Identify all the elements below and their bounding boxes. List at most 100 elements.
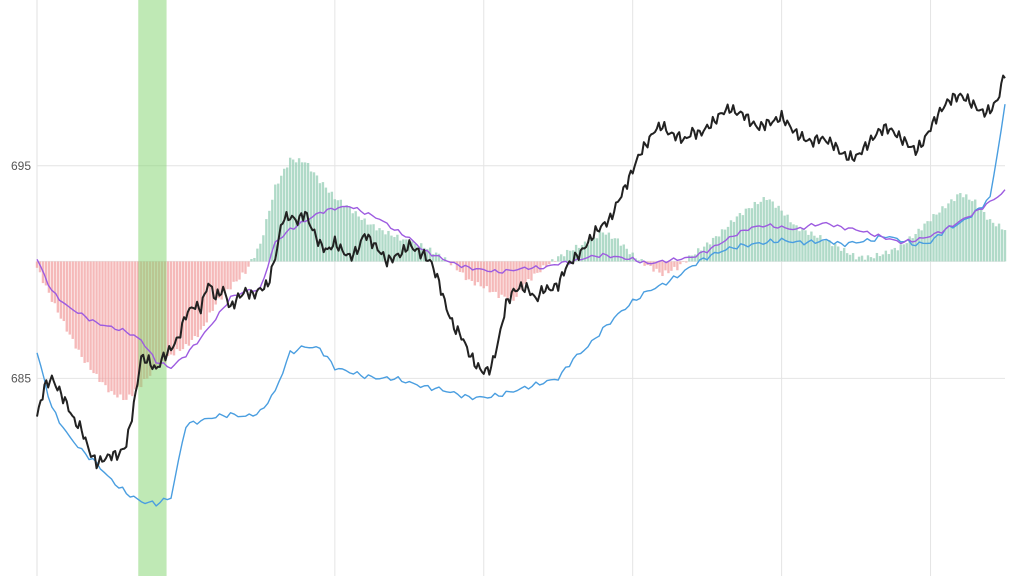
histogram-bar — [440, 259, 444, 262]
histogram-bar — [315, 175, 319, 262]
histogram-bar — [38, 261, 42, 273]
histogram-bar — [464, 261, 468, 281]
histogram-bar — [128, 261, 131, 395]
histogram-bar — [616, 238, 619, 262]
histogram-bar — [908, 236, 911, 262]
histogram-bar — [682, 261, 685, 262]
histogram-bar — [324, 187, 328, 262]
histogram-bar — [50, 261, 54, 302]
histogram-bar — [604, 234, 608, 262]
histogram-bar — [845, 253, 849, 262]
histogram-bar — [125, 261, 128, 400]
histogram-bar — [223, 261, 226, 293]
histogram-bar — [384, 234, 387, 262]
histogram-bar — [277, 183, 280, 262]
histogram-bar — [956, 194, 959, 262]
histogram-bar — [810, 231, 813, 262]
histogram-bar — [655, 261, 658, 269]
histogram-bar — [348, 207, 351, 262]
histogram-bar — [914, 234, 917, 262]
histogram-bar — [312, 172, 316, 262]
histogram-bar — [598, 231, 602, 262]
histogram-bar — [700, 250, 703, 262]
histogram-bar — [982, 211, 986, 262]
histogram-bar — [863, 259, 867, 262]
histogram-bar — [449, 261, 453, 266]
histogram-bar — [190, 261, 194, 340]
histogram-bar — [968, 199, 971, 262]
histogram-bars — [35, 157, 1007, 401]
histogram-bar — [586, 244, 590, 262]
histogram-bar — [911, 238, 914, 262]
histogram-bar — [434, 252, 438, 262]
histogram-bar — [923, 223, 926, 262]
histogram-bar — [753, 201, 756, 262]
histogram-bar — [974, 199, 977, 262]
histogram-bar — [306, 162, 310, 262]
histogram-bar — [297, 158, 301, 262]
histogram-bar — [950, 199, 953, 262]
histogram-bar — [214, 261, 217, 305]
histogram-bar — [860, 255, 864, 262]
histogram-bar — [637, 260, 640, 262]
histogram-bar — [300, 162, 304, 262]
histogram-bar — [390, 235, 393, 262]
histogram-bar — [184, 261, 188, 345]
histogram-bar — [717, 236, 721, 262]
histogram-bar — [393, 237, 396, 262]
histogram-bar — [77, 261, 80, 350]
histogram-bar — [235, 261, 238, 282]
histogram-bar — [250, 259, 253, 262]
histogram-bar — [735, 216, 739, 262]
histogram-bar — [134, 261, 137, 390]
histogram-bar — [104, 261, 107, 386]
histogram-bar — [723, 229, 727, 262]
y-tick-label: 685 — [11, 371, 31, 385]
histogram-bar — [542, 261, 545, 266]
histogram-bar — [86, 261, 89, 363]
histogram-bar — [571, 250, 575, 262]
histogram-bar — [1000, 229, 1004, 262]
histogram-bar — [589, 238, 593, 262]
histogram-bar — [601, 232, 605, 262]
histogram-bar — [265, 219, 268, 262]
histogram-bar — [232, 261, 235, 282]
histogram-bar — [482, 261, 485, 289]
histogram-bar — [420, 243, 423, 262]
histogram-bar — [187, 261, 191, 346]
histogram-bar — [351, 213, 354, 262]
histogram-bar — [59, 261, 63, 319]
highlight-band — [138, 0, 167, 576]
histogram-bar — [554, 261, 557, 262]
histogram-bar — [628, 254, 631, 262]
histogram-bar — [545, 261, 548, 268]
histogram-bar — [196, 261, 200, 338]
histogram-bar — [488, 261, 491, 293]
histogram-bar — [500, 261, 503, 295]
price-line — [36, 74, 1006, 470]
histogram-bar — [101, 261, 104, 383]
histogram-bar — [491, 261, 494, 292]
histogram-bar — [122, 261, 125, 401]
histogram-bar — [339, 199, 342, 262]
histogram-bar — [938, 212, 941, 262]
histogram-bar — [667, 261, 670, 274]
histogram-bar — [512, 261, 515, 301]
histogram-bar — [342, 206, 345, 262]
histogram-bar — [166, 261, 170, 356]
histogram-bar — [744, 208, 748, 262]
histogram-bar — [837, 246, 840, 262]
histogram-bar — [256, 248, 259, 262]
histogram-bar — [962, 197, 965, 262]
histogram-bar — [932, 214, 935, 262]
histogram-bar — [917, 228, 920, 262]
histogram-bar — [524, 261, 527, 284]
histogram-bar — [92, 261, 95, 374]
histogram-bar — [548, 261, 551, 265]
histogram-bar — [291, 159, 295, 262]
histogram-bar — [971, 201, 974, 262]
histogram-bar — [35, 261, 39, 268]
histogram-bar — [74, 261, 77, 349]
histogram-bar — [345, 205, 348, 262]
histogram-bar — [610, 238, 614, 262]
